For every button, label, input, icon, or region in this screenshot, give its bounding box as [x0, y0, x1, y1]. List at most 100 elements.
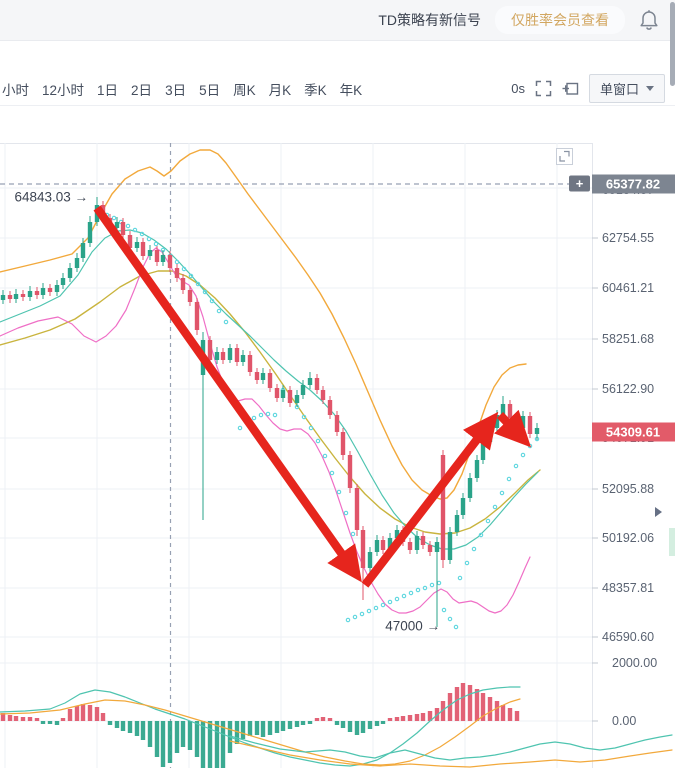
candle-body [420, 536, 426, 545]
page-scrollbar-thumb[interactable] [670, 2, 675, 86]
sar-dot [188, 273, 194, 279]
macd-bar [67, 709, 73, 721]
main-chart[interactable]: 64843.03 →47000 →65134.8762754.5560461.2… [0, 143, 675, 768]
macd-bar [420, 713, 426, 721]
toolbar-right: 0s 单窗口 [511, 73, 665, 103]
bell-icon[interactable] [639, 9, 659, 31]
macd-bar [314, 718, 320, 721]
notification-bar: TD策略有新信号 仅胜率会员查看 [0, 0, 675, 41]
timeframe-button-7[interactable]: 月K [268, 83, 292, 98]
price-tick-label: 48357.81 [602, 581, 654, 595]
macd-bar [334, 721, 340, 725]
axis-collapse-arrow-icon[interactable] [655, 507, 662, 517]
candle-body [34, 291, 40, 295]
sar-dot [359, 611, 365, 617]
candle-body [440, 455, 446, 560]
sar-dot [265, 411, 271, 417]
candle-body [207, 340, 213, 360]
sar-dot [111, 215, 117, 221]
candle-body [27, 291, 33, 297]
candle-body [334, 415, 340, 432]
alert-price-badge[interactable] [592, 174, 675, 194]
timeframe-button-5[interactable]: 5日 [199, 83, 221, 98]
candle-body [254, 372, 260, 380]
candle-body [300, 385, 306, 395]
macd-bar [207, 721, 213, 768]
sar-dot [352, 614, 358, 620]
macd-bar [300, 721, 306, 725]
candle-body [160, 255, 166, 262]
macd-bar [454, 687, 460, 721]
candle-countdown: 0s [511, 80, 525, 96]
macd-bar [174, 721, 180, 753]
sar-dot [436, 580, 442, 586]
macd-bar [467, 685, 473, 721]
sar-dot [181, 266, 187, 272]
ma-olive-line [0, 270, 541, 535]
macd-bar [474, 689, 480, 721]
timeframe-button-2[interactable]: 1日 [97, 83, 119, 98]
macd-bar [400, 716, 406, 721]
sar-dot [408, 590, 414, 596]
timeframe-button-4[interactable]: 3日 [165, 83, 187, 98]
macd-bar [134, 721, 140, 736]
macd-bar [94, 707, 100, 721]
macd-bar [254, 721, 260, 735]
add-alert-button[interactable] [569, 175, 590, 192]
candle-body [414, 536, 420, 550]
macd-bar [447, 693, 453, 721]
price-tick-label: 62754.55 [602, 231, 654, 245]
candle-body [427, 545, 433, 552]
sar-dot [527, 443, 533, 449]
timeframe-button-3[interactable]: 2日 [131, 83, 153, 98]
fullscreen-icon[interactable] [535, 80, 552, 97]
macd-bar [107, 721, 113, 725]
macd-bar [114, 721, 120, 728]
macd-bar [34, 718, 40, 721]
add-window-icon[interactable] [562, 80, 579, 97]
macd-bar [100, 713, 106, 721]
timeframe-button-1[interactable]: 12小时 [42, 83, 85, 98]
sar-dot [202, 289, 208, 295]
td-signal-text: TD策略有新信号 [378, 12, 481, 28]
candle-body [347, 455, 353, 488]
candle-body [327, 400, 333, 415]
candle-body [140, 242, 146, 256]
timeframe-button-6[interactable]: 周K [233, 83, 256, 98]
candle-body [134, 242, 140, 248]
macd-bar [387, 718, 393, 721]
macd-bar [180, 721, 186, 747]
alert-price-value: 65377.82 [606, 177, 660, 192]
candle-body [307, 378, 313, 385]
candle-body [67, 268, 73, 278]
chevron-down-icon [646, 85, 654, 91]
bollinger-lower-line [0, 247, 531, 614]
macd-bar [27, 717, 33, 721]
macd-bar [0, 713, 6, 721]
macd-bar [7, 715, 13, 721]
candle-body [454, 515, 460, 532]
candle-body [507, 404, 513, 418]
timeframe-button-8[interactable]: 季K [304, 83, 327, 98]
timeframe-button-9[interactable]: 年K [339, 83, 363, 98]
candle-body [47, 288, 53, 292]
price-axis-panel[interactable] [592, 143, 675, 768]
macd-bar [320, 717, 326, 721]
macd-bar [127, 721, 133, 733]
sar-dot [492, 504, 498, 510]
timeframe-button-0[interactable]: 小时 [2, 83, 29, 98]
candle-body [180, 278, 186, 290]
sar-dot [471, 546, 477, 552]
macd-bar [54, 721, 60, 725]
sar-dot [336, 489, 342, 495]
candle-body [340, 432, 346, 455]
sar-dot [209, 298, 215, 304]
member-only-link[interactable]: 仅胜率会员查看 [495, 6, 625, 34]
candle-body [314, 378, 320, 390]
macd-bar [234, 721, 240, 744]
sar-dot [195, 281, 201, 287]
candle-body [434, 542, 440, 552]
macd-bar [60, 718, 66, 721]
macd-bar [427, 711, 433, 721]
window-mode-dropdown[interactable]: 单窗口 [588, 73, 665, 103]
